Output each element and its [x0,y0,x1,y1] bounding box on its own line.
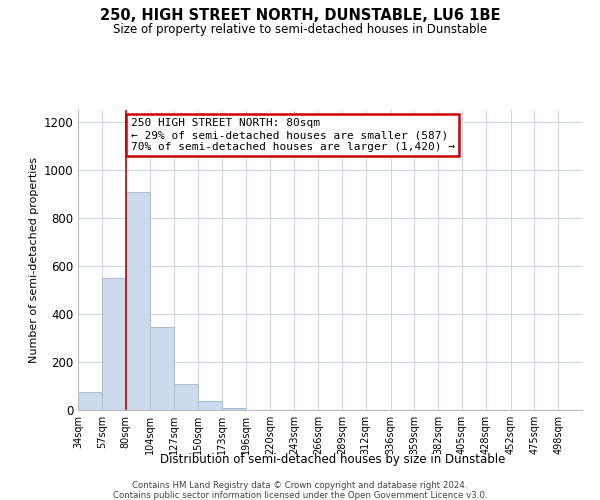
Bar [174,384,198,410]
Text: Size of property relative to semi-detached houses in Dunstable: Size of property relative to semi-detach… [113,22,487,36]
Bar [198,401,222,410]
Bar [222,408,245,410]
Bar [78,392,102,410]
Y-axis label: Number of semi-detached properties: Number of semi-detached properties [29,157,39,363]
Bar [102,278,125,410]
Bar [151,327,174,410]
Text: 250 HIGH STREET NORTH: 80sqm
← 29% of semi-detached houses are smaller (587)
70%: 250 HIGH STREET NORTH: 80sqm ← 29% of se… [131,118,455,152]
Text: Distribution of semi-detached houses by size in Dunstable: Distribution of semi-detached houses by … [160,452,506,466]
Bar [125,192,151,410]
Text: Contains HM Land Registry data © Crown copyright and database right 2024.: Contains HM Land Registry data © Crown c… [132,481,468,490]
Text: 250, HIGH STREET NORTH, DUNSTABLE, LU6 1BE: 250, HIGH STREET NORTH, DUNSTABLE, LU6 1… [100,8,500,22]
Text: Contains public sector information licensed under the Open Government Licence v3: Contains public sector information licen… [113,491,487,500]
